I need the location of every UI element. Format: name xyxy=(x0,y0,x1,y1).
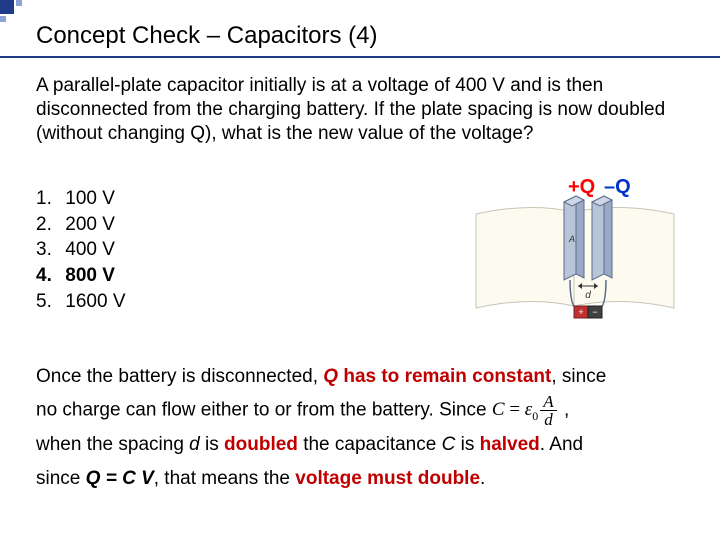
explain-seg: , that means the xyxy=(154,468,296,489)
explain-hl: doubled xyxy=(224,434,298,455)
option-label: 200 V xyxy=(65,214,115,235)
capacitor-svg: A d + − xyxy=(470,178,680,328)
title-underline xyxy=(0,56,720,58)
option-5: 5. 1600 V xyxy=(36,289,126,315)
option-num: 1. xyxy=(36,186,60,212)
option-num: 5. xyxy=(36,289,60,315)
option-4: 4. 800 V xyxy=(36,263,126,289)
explain-seg: , xyxy=(559,400,570,421)
explain-seg: . xyxy=(480,468,485,489)
explain-seg: since xyxy=(36,468,86,489)
explain-seg: the capacitance xyxy=(298,434,442,455)
explain-seg: is xyxy=(200,434,224,455)
capacitance-formula: C = ε0Ad xyxy=(492,393,559,428)
option-label: 800 V xyxy=(65,265,115,286)
explain-eq: Q = C V xyxy=(86,468,154,489)
answer-options: 1. 100 V 2. 200 V 3. 400 V 4. 800 V 5. 1… xyxy=(36,186,126,314)
option-1: 1. 100 V xyxy=(36,186,126,212)
option-num: 3. xyxy=(36,237,60,263)
svg-text:+: + xyxy=(578,307,583,317)
explain-seg: . And xyxy=(540,434,583,455)
explain-seg: Once the battery is disconnected, xyxy=(36,366,323,387)
option-2: 2. 200 V xyxy=(36,212,126,238)
option-num: 2. xyxy=(36,212,60,238)
charge-plus-label: +Q xyxy=(568,176,595,199)
corner-decoration xyxy=(0,0,24,24)
explain-hl: halved xyxy=(480,434,540,455)
explain-var: d xyxy=(189,434,200,455)
capacitor-diagram: +Q –Q A d + − xyxy=(470,178,680,328)
option-num: 4. xyxy=(36,263,60,289)
option-label: 100 V xyxy=(65,188,115,209)
explain-hl: Q has to remain constant xyxy=(323,366,551,387)
explanation-text: Once the battery is disconnected, Q has … xyxy=(36,360,686,495)
option-3: 3. 400 V xyxy=(36,237,126,263)
svg-text:−: − xyxy=(592,307,597,317)
charge-minus-label: –Q xyxy=(604,176,631,199)
explain-seg: is xyxy=(455,434,479,455)
explain-hl: voltage must double xyxy=(295,468,480,489)
svg-text:d: d xyxy=(585,290,591,301)
option-label: 400 V xyxy=(65,239,115,260)
explain-seg: , since xyxy=(551,366,606,387)
question-text: A parallel-plate capacitor initially is … xyxy=(36,74,676,145)
explain-var: C xyxy=(442,434,456,455)
option-label: 1600 V xyxy=(65,291,125,312)
explain-seg: no charge can flow either to or from the… xyxy=(36,400,492,421)
explain-seg: when the spacing xyxy=(36,434,189,455)
svg-text:A: A xyxy=(568,234,575,244)
slide-title: Concept Check – Capacitors (4) xyxy=(36,22,377,50)
